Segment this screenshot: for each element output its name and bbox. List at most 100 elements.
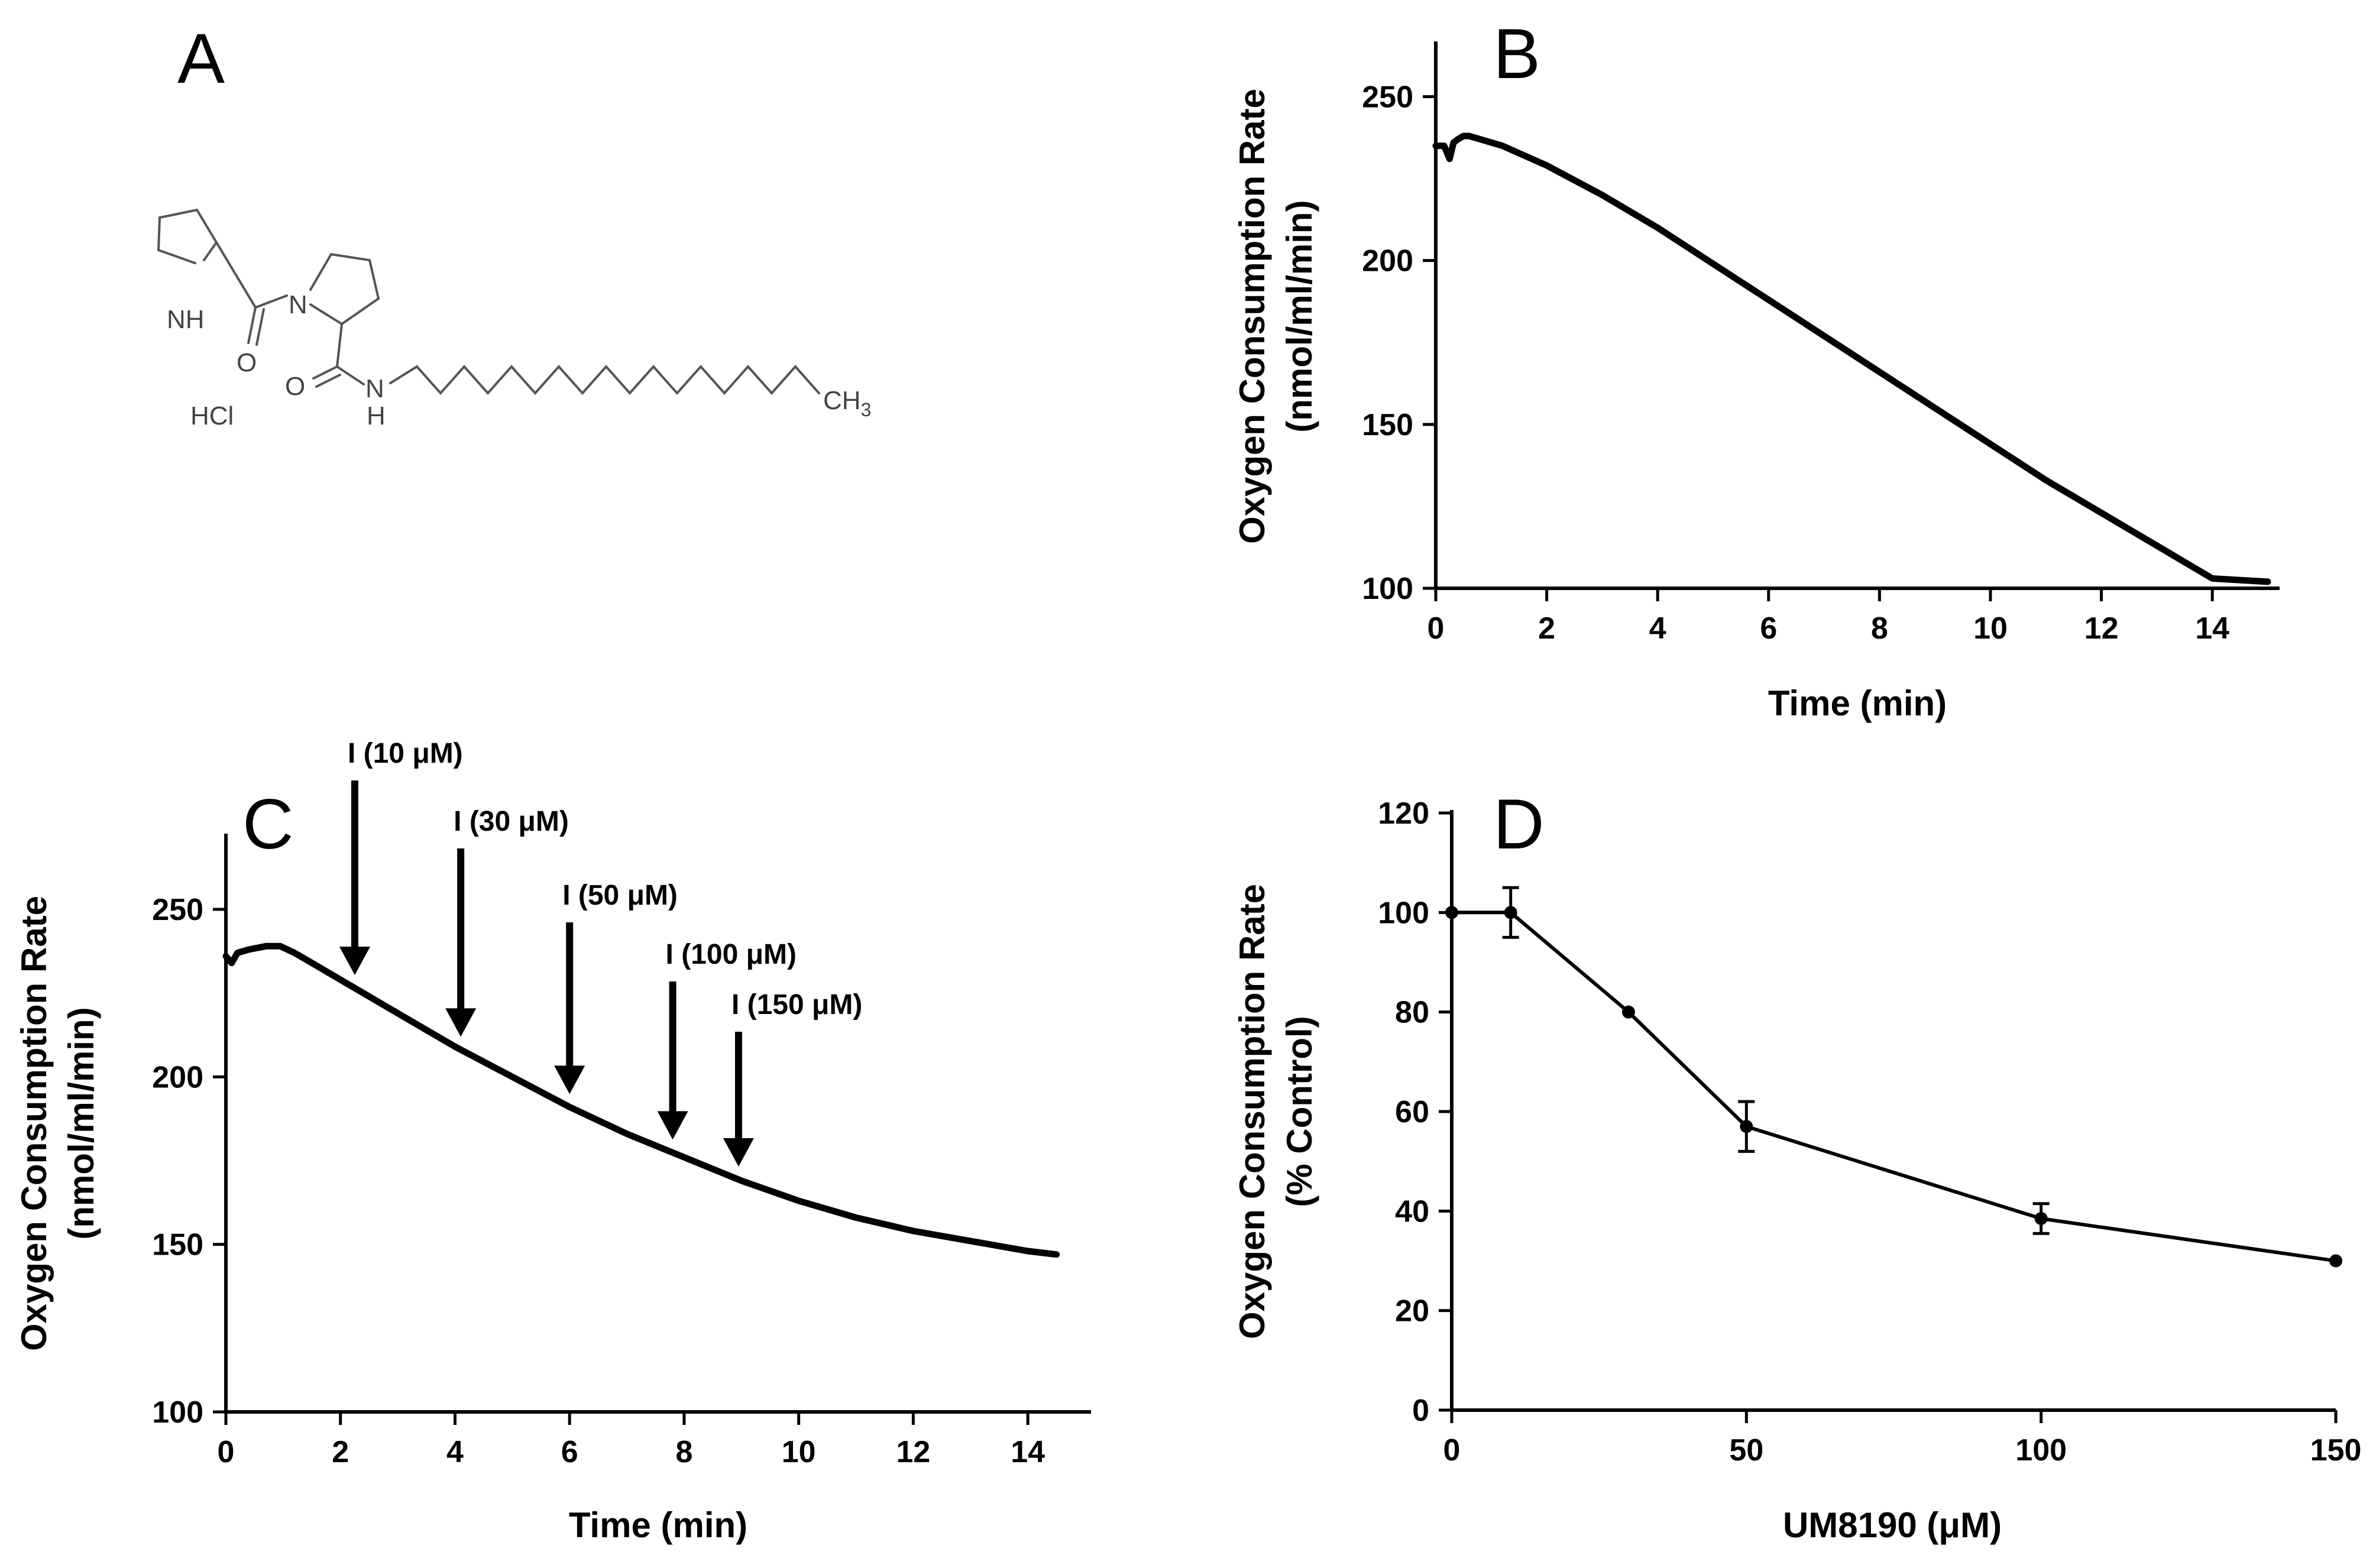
panel-b-y-tick-label: 200 <box>1362 244 1413 278</box>
panel-c-annotations: I (10 μM) I (30 μM) I (50 μM) I (100 μM) I (… <box>339 738 862 1167</box>
panel-b-y-title-line2: (nmol/ml/min) <box>1280 200 1319 432</box>
panel-b-trace <box>1432 132 2271 585</box>
panel-b-x-tick-label: 4 <box>1649 611 1666 646</box>
panel-d-x-title: UM8190 (μM) <box>1783 1505 2002 1545</box>
panel-d-x-tick-label: 50 <box>1729 1433 1763 1467</box>
dodecyl-chain-bonds <box>389 364 820 396</box>
panel-b-x-tick-label: 2 <box>1538 611 1555 646</box>
panel-b-y-ticks: 100 150 200 250 <box>1362 80 1436 606</box>
annotation-label: I (150 μM) <box>731 989 862 1021</box>
annotation-label: I (50 μM) <box>562 880 678 911</box>
pyrrolidine-ring-1-bonds <box>157 208 218 264</box>
panel-c-letter: C <box>242 785 294 864</box>
panel-c-y-tick-label: 100 <box>152 1395 203 1430</box>
annotation-label: I (30 μM) <box>454 806 569 837</box>
data-point <box>1445 906 1458 919</box>
panel-b-x-tick-label: 10 <box>1973 611 2008 646</box>
panel-b-letter: B <box>1493 14 1540 93</box>
panel-c-x-tick-label: 14 <box>1011 1435 1045 1469</box>
ch3-subscript: 3 <box>861 399 872 420</box>
ch3-text: CH <box>823 386 861 415</box>
panel-d-y-tick-label: 0 <box>1412 1394 1429 1428</box>
panel-d-x-ticks: 0 50 100 150 <box>1443 1410 2362 1467</box>
panel-b-x-tick-label: 14 <box>2195 611 2229 646</box>
panel-c-chart: C 0 2 4 6 8 10 12 14 100 150 200 250 I (10 μM) I (3… <box>14 738 1091 1545</box>
arrow-head <box>445 1008 477 1037</box>
panel-b-y-tick-label: 250 <box>1362 80 1413 114</box>
panel-c-y-title-line1: Oxygen Consumption Rate <box>14 896 54 1351</box>
panel-d-y-tick-label: 100 <box>1378 896 1429 930</box>
panel-b-y-title-line1: Oxygen Consumption Rate <box>1232 89 1272 544</box>
panel-c-x-title: Time (min) <box>569 1505 747 1545</box>
atom-nh-top: NH <box>167 305 205 334</box>
bond-amide-n <box>336 365 365 385</box>
panel-c-x-tick-label: 6 <box>561 1435 578 1469</box>
panel-d-y-tick-label: 60 <box>1395 1095 1429 1129</box>
panel-d-x-tick-label: 150 <box>2310 1433 2362 1467</box>
dose-response-line <box>1452 911 2336 1263</box>
panel-b-x-tick-label: 0 <box>1427 611 1445 646</box>
panel-c-y-tick-label: 250 <box>152 893 203 927</box>
panel-d-x-tick-label: 100 <box>2015 1433 2067 1467</box>
panel-c-y-tick-label: 200 <box>152 1060 203 1094</box>
bond-carbonyl1-n <box>254 294 288 309</box>
data-point <box>1622 1005 1635 1019</box>
panel-c-trace <box>222 942 1060 1258</box>
atom-n-ring: N <box>289 290 307 319</box>
bond-amide-o-double <box>315 374 341 388</box>
panel-d-y-title-line2: (% Control) <box>1280 1016 1319 1207</box>
bond-ring1-n <box>203 241 218 261</box>
panel-b-x-tick-label: 6 <box>1760 611 1777 646</box>
data-point <box>1740 1120 1753 1133</box>
panel-b-x-title: Time (min) <box>1768 683 1947 723</box>
panel-d-dose-response <box>1445 886 2342 1268</box>
panel-c-x-tick-label: 4 <box>446 1435 464 1469</box>
panel-b-x-tick-label: 8 <box>1871 611 1888 646</box>
panel-c-x-ticks: 0 2 4 6 8 10 12 14 <box>218 1412 1045 1469</box>
atom-o1: O <box>237 348 257 377</box>
data-point <box>2034 1211 2048 1225</box>
panel-d-y-tick-label: 80 <box>1395 996 1429 1030</box>
atom-hcl: HCl <box>190 401 234 430</box>
panel-c-x-tick-label: 2 <box>332 1435 349 1469</box>
annotation-label: I (100 μM) <box>666 939 797 970</box>
panel-c-y-ticks: 100 150 200 250 <box>152 893 226 1430</box>
annotation-arrow: I (100 μM) <box>657 939 797 1140</box>
panel-c-x-tick-label: 8 <box>675 1435 692 1469</box>
panel-c-x-tick-label: 0 <box>218 1435 235 1469</box>
panel-c-x-tick-label: 12 <box>896 1435 930 1469</box>
bond-carbonyl1-o-double <box>255 308 265 346</box>
panel-d-y-tick-label: 40 <box>1395 1194 1429 1229</box>
bond-ring2-amide <box>336 323 343 368</box>
panel-a: A NH O N O N H CH3 HCl <box>157 19 871 430</box>
annotation-arrow: I (50 μM) <box>554 880 678 1094</box>
panel-d-y-tick-label: 120 <box>1378 796 1429 831</box>
annotation-arrow: I (150 μM) <box>723 989 862 1167</box>
bond-c-carbonyl1 <box>215 241 257 309</box>
annotation-arrow: I (30 μM) <box>445 806 569 1037</box>
pyrrolidine-ring-2-bonds <box>309 252 380 326</box>
panel-c-x-tick-label: 10 <box>782 1435 816 1469</box>
panel-d-y-ticks: 0 20 40 60 80 100 120 <box>1378 796 1452 1428</box>
panel-d-y-tick-label: 20 <box>1395 1294 1429 1329</box>
atom-h-amide: H <box>367 401 386 430</box>
annotation-label: I (10 μM) <box>348 738 463 769</box>
atom-ch3: CH3 <box>823 386 871 420</box>
bond-amide-o <box>312 365 338 380</box>
arrow-head <box>339 947 370 976</box>
panel-d-x-tick-label: 0 <box>1443 1433 1461 1467</box>
panel-a-letter: A <box>177 19 225 98</box>
panel-d-y-title-line1: Oxygen Consumption Rate <box>1232 884 1272 1339</box>
arrow-head <box>554 1065 585 1094</box>
bond-carbonyl1-o <box>247 306 257 344</box>
panel-d-letter: D <box>1493 785 1545 864</box>
panel-c-y-title-line2: (nmol/ml/min) <box>61 1007 101 1239</box>
chemical-structure: NH O N O N H CH3 HCl <box>157 208 871 430</box>
atom-o2: O <box>285 372 305 401</box>
panel-b-x-tick-label: 12 <box>2084 611 2119 646</box>
data-point <box>1504 906 1517 919</box>
atom-nh-amide: N <box>365 374 384 403</box>
panel-b-x-ticks: 0 2 4 6 8 10 12 14 <box>1427 588 2229 646</box>
